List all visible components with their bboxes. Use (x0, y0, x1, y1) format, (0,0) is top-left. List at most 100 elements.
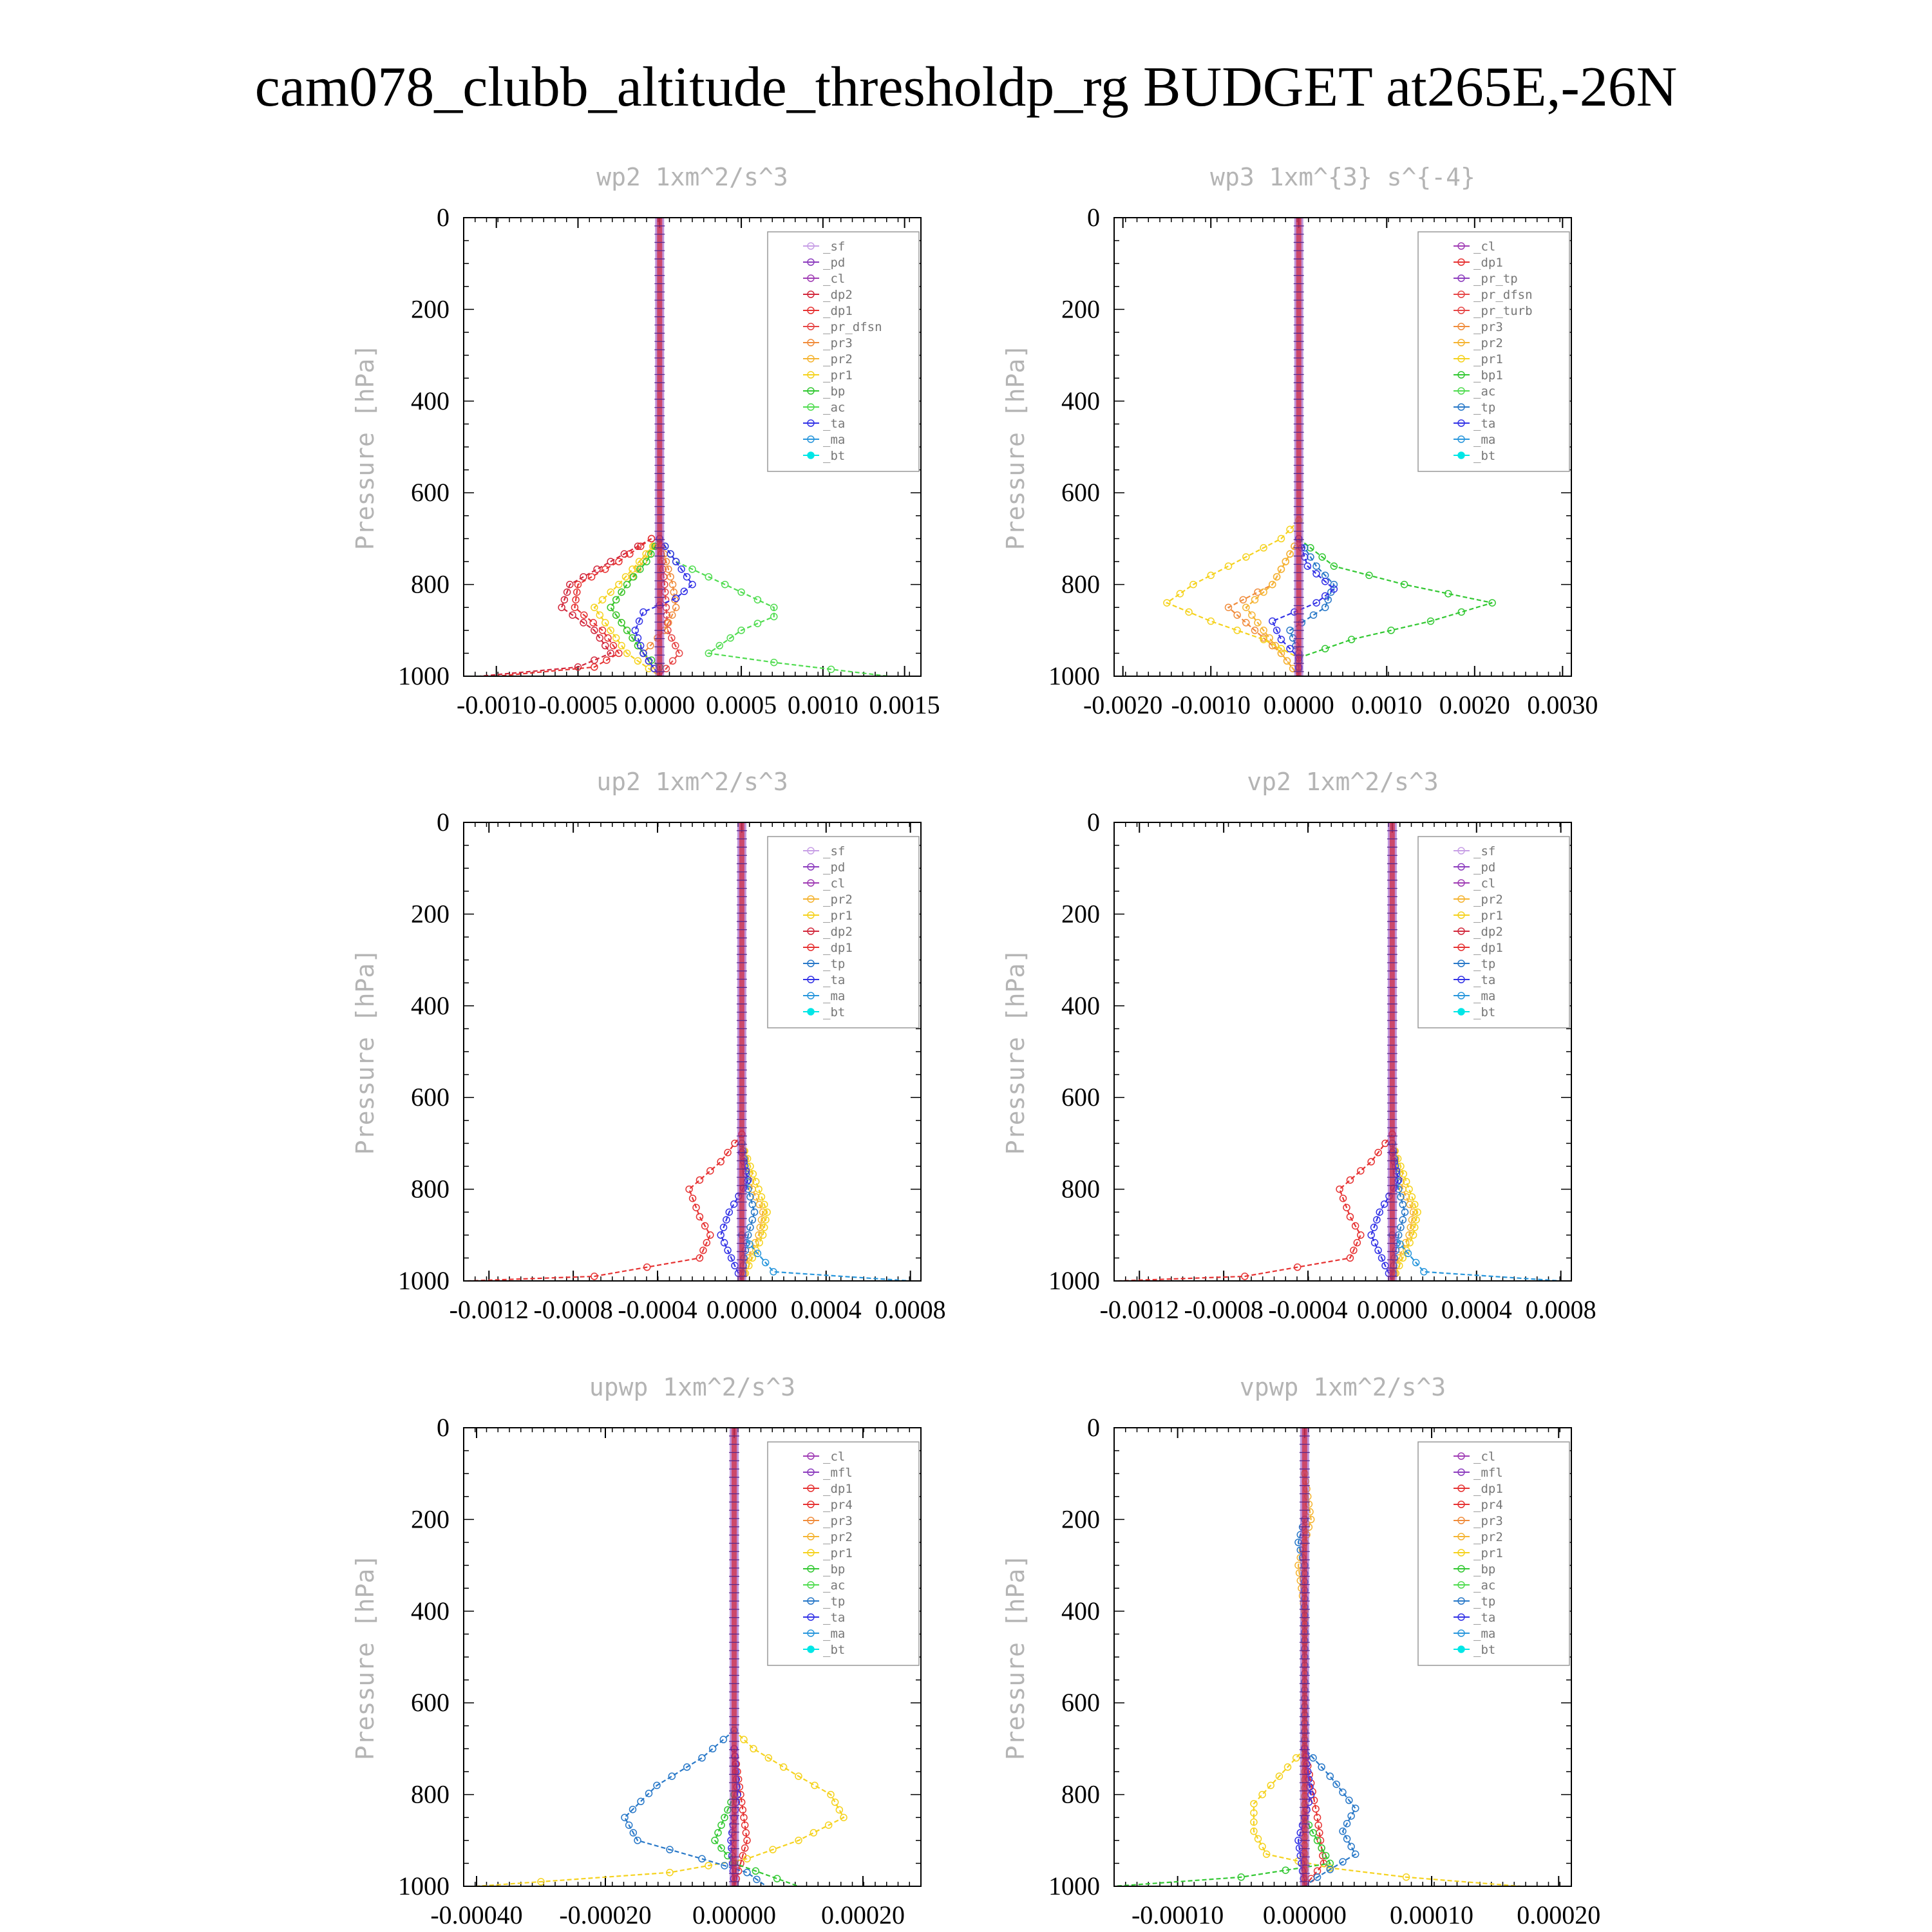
legend-marker (807, 355, 815, 363)
data-point (1258, 1790, 1266, 1799)
panel-6: vpwp 1xm^2/s^3 Pressure [hPa] -0.00010 0.00… (1001, 1373, 1600, 1929)
data-point (769, 1846, 777, 1853)
data-point (615, 580, 623, 589)
data-point (717, 1821, 725, 1829)
zero-line-core (657, 218, 663, 676)
legend-label: _pr1 (1473, 1546, 1503, 1560)
data-point (635, 558, 643, 565)
data-point (795, 1837, 802, 1844)
legend-label: _ma (1473, 989, 1495, 1003)
y-tick-label: 200 (411, 294, 450, 323)
data-point (1250, 1809, 1258, 1817)
plot-frame (1113, 1427, 1572, 1887)
legend-marker (807, 1468, 815, 1476)
y-tick-label: 0 (1087, 203, 1100, 232)
legend-label: _pr_tp (1473, 272, 1518, 286)
data-point (683, 573, 691, 581)
data-point (741, 1844, 749, 1852)
series-line_ta (1370, 1152, 1399, 1282)
y-tick-label: 800 (1061, 1780, 1100, 1809)
data-point (1254, 1835, 1262, 1843)
data-point (1351, 1850, 1359, 1858)
data-point (591, 1273, 598, 1280)
data-point (1346, 1254, 1354, 1262)
data-point (558, 603, 565, 611)
data-point (1254, 588, 1262, 596)
y-tick-label: 200 (411, 899, 450, 928)
data-point (621, 1814, 629, 1821)
data-point (589, 619, 597, 627)
data-point (623, 627, 631, 634)
x-tick-label: 0.00000 (1263, 1900, 1347, 1929)
data-point (1353, 1238, 1361, 1247)
data-point (752, 1177, 760, 1186)
x-tick-label: 0.0005 (706, 690, 777, 719)
data-point (1426, 617, 1435, 625)
data-point (721, 1814, 728, 1821)
legend-label: _ta (823, 1611, 845, 1625)
data-point (1346, 1176, 1354, 1184)
data-point (1397, 1224, 1405, 1231)
legend-label: _ac (823, 1578, 845, 1593)
data-point (688, 580, 696, 589)
data-point (1339, 1827, 1347, 1835)
legend-label: _sf (823, 240, 845, 254)
data-point (642, 550, 650, 558)
data-point (755, 1200, 763, 1209)
legend-label: _mfl (823, 1466, 853, 1480)
data-point (1402, 1873, 1410, 1881)
data-point (1373, 1216, 1381, 1224)
legend: _cl _dp1 _pr_tp _pr_dfsn _pr_turb _pr3 _pr2 _pr… (1417, 231, 1570, 472)
x-tick-label: -0.0004 (618, 1295, 697, 1324)
y-tick-label: 0 (437, 1413, 450, 1442)
x-tick-label: 0.0008 (1526, 1295, 1596, 1324)
data-point (1397, 1162, 1405, 1170)
data-point (607, 603, 614, 611)
legend-marker (807, 960, 815, 967)
data-point (645, 665, 653, 672)
legend-marker (1457, 1533, 1465, 1540)
data-point (1347, 1812, 1355, 1820)
data-point (607, 627, 614, 634)
y-axis-label: Pressure [hPa] (1001, 344, 1030, 550)
data-point (1260, 636, 1267, 643)
data-point (598, 596, 607, 604)
data-point (739, 1806, 747, 1814)
legend-marker (1457, 435, 1465, 443)
series-line_pr3 (642, 538, 677, 677)
data-point (1330, 580, 1338, 589)
legend-label: _cl (823, 272, 845, 286)
data-point (591, 663, 598, 671)
zero-line-core (1302, 1428, 1307, 1886)
series_pr1 (1163, 516, 1303, 676)
data-point (634, 1837, 641, 1844)
data-point (719, 1736, 728, 1743)
data-point (1321, 1852, 1330, 1860)
data-point (629, 634, 636, 642)
data-point (607, 588, 614, 596)
data-point (835, 1806, 844, 1814)
data-point (1251, 627, 1259, 634)
legend-marker (1457, 960, 1465, 967)
legend-marker (807, 339, 815, 346)
legend: _sf _pd_cl _pr2 _pr1 _dp2 _dp1 _tp _ta _ma _bt (767, 836, 920, 1028)
data-point (591, 627, 598, 634)
legend-marker (807, 895, 815, 903)
data-point (761, 1258, 770, 1267)
y-tick-label: 1000 (398, 1871, 450, 1900)
data-point (715, 641, 724, 650)
data-point (1343, 1204, 1350, 1211)
y-tick-label: 600 (1061, 1688, 1100, 1717)
legend-marker (1457, 1581, 1465, 1589)
data-point (631, 627, 639, 634)
series-line_pr1 (1165, 520, 1300, 676)
legend-marker (807, 274, 815, 282)
series_pr1 (476, 1727, 848, 1888)
data-point (699, 1246, 707, 1255)
y-tick-label: 400 (1061, 386, 1100, 415)
data-point (1313, 1867, 1321, 1875)
data-point (753, 596, 762, 604)
data-point (634, 634, 642, 642)
data-point (609, 641, 618, 650)
data-point (639, 649, 647, 658)
